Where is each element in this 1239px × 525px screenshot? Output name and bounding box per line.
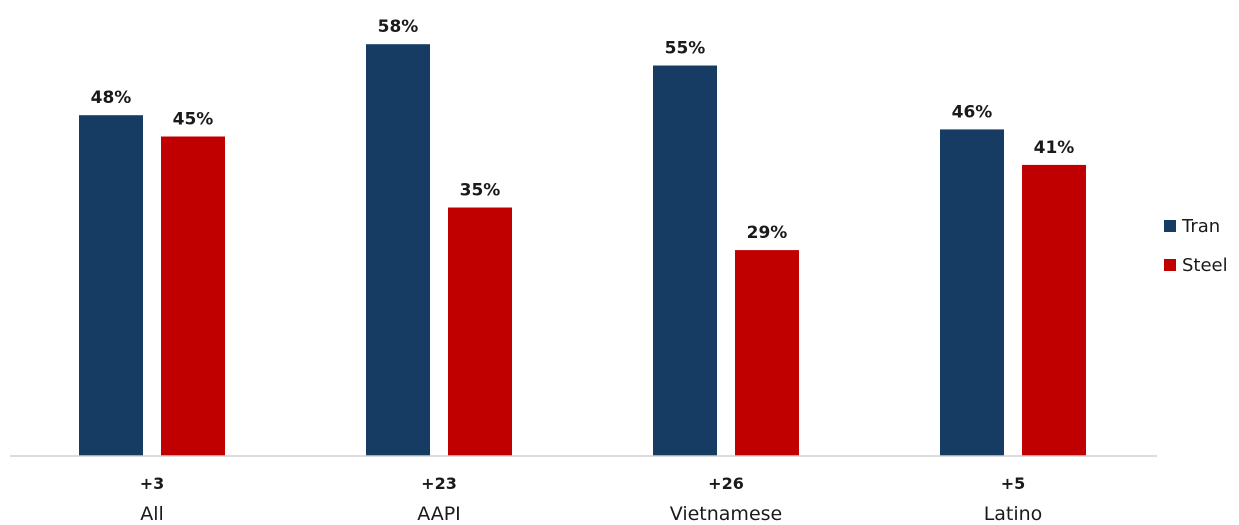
legend-swatch-tran: [1164, 220, 1176, 232]
labels-layer: 48% 45% +3 All 58% 35% +23 AAPI 55% 29% +26 Vietnam…: [91, 17, 1075, 525]
data-label-tran-latino: 46%: [952, 102, 993, 122]
legend-swatch-steel: [1164, 259, 1176, 271]
margin-label-vietnamese: +26: [708, 474, 744, 493]
data-label-steel-vietnamese: 29%: [747, 223, 788, 243]
bar-steel-all: [161, 136, 225, 456]
data-label-tran-vietnamese: 55%: [665, 39, 706, 59]
category-label-all: All: [140, 503, 164, 525]
legend-label-steel: Steel: [1182, 255, 1228, 276]
category-label-latino: Latino: [984, 503, 1043, 525]
bar-tran-latino: [940, 129, 1004, 456]
data-label-steel-aapi: 35%: [460, 181, 501, 201]
legend: Tran Steel: [1164, 216, 1228, 276]
bar-tran-vietnamese: [653, 65, 717, 456]
data-label-steel-all: 45%: [173, 110, 214, 130]
bar-tran-all: [79, 115, 143, 456]
category-label-vietnamese: Vietnamese: [670, 503, 782, 525]
bar-tran-aapi: [366, 44, 430, 456]
bar-steel-latino: [1022, 164, 1086, 456]
legend-label-tran: Tran: [1181, 216, 1220, 237]
category-label-aapi: AAPI: [417, 503, 461, 525]
bars-layer: [79, 44, 1086, 456]
bar-steel-aapi: [448, 207, 512, 456]
data-label-steel-latino: 41%: [1034, 138, 1075, 158]
margin-label-latino: +5: [1001, 474, 1026, 493]
bar-steel-vietnamese: [735, 250, 799, 456]
margin-label-aapi: +23: [421, 474, 457, 493]
margin-label-all: +3: [140, 474, 165, 493]
data-label-tran-all: 48%: [91, 88, 132, 108]
data-label-tran-aapi: 58%: [378, 17, 419, 37]
